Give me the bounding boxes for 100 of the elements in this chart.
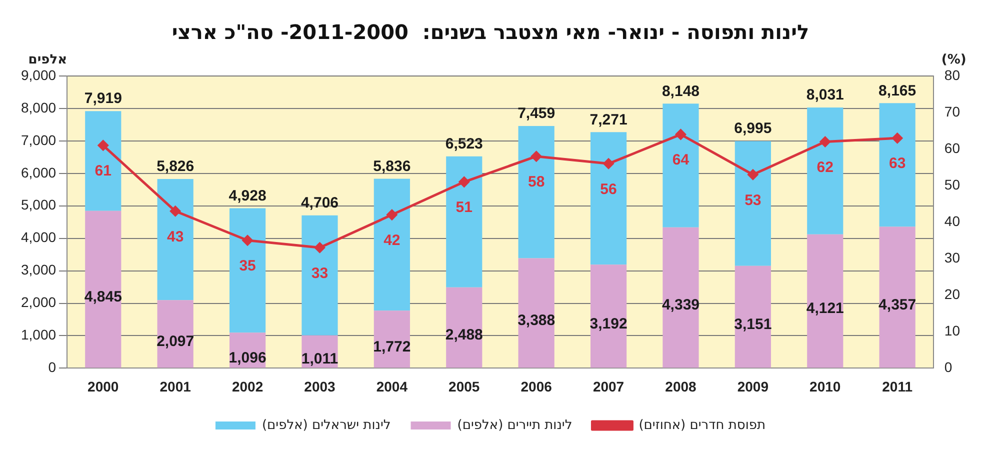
x-tick-label: 2011 (882, 378, 913, 394)
point (603, 158, 614, 169)
y-axis-title: אלפים (28, 52, 68, 68)
x-tick-label: 2009 (737, 378, 769, 394)
data-label: 35 (239, 258, 256, 275)
bar (590, 264, 627, 368)
y2-tick-label: 0 (944, 359, 952, 376)
y-tick-label: 1,000 (20, 326, 56, 343)
bar (229, 208, 266, 333)
legend-label: תפוסת חדרים (אחוזים) (638, 418, 766, 433)
total-label: 8,031 (806, 86, 844, 104)
x-tick-label: 2002 (232, 378, 264, 394)
data-label: 3,192 (590, 315, 628, 332)
x-tick-label: 2000 (88, 378, 119, 394)
data-label: 1,011 (301, 350, 338, 368)
bar (734, 141, 771, 266)
y-tick-label: 4,000 (20, 229, 56, 246)
y-tick-label: 7,000 (20, 132, 56, 148)
point (242, 235, 253, 246)
total-label: 5,826 (156, 158, 194, 176)
data-label: 4,845 (84, 288, 122, 306)
data-label: 42 (384, 232, 400, 249)
y-tick-label: 8,000 (20, 99, 56, 116)
point (748, 169, 758, 180)
data-label: 1,096 (228, 349, 266, 366)
total-label: 8,148 (662, 82, 700, 100)
data-label: 56 (600, 180, 617, 198)
y2-tick-label: 60 (944, 140, 960, 156)
y-tick-label: 0 (48, 359, 56, 376)
x-tick-label: 2010 (810, 378, 841, 394)
total-label: 7,459 (518, 105, 556, 122)
bar (374, 310, 410, 368)
data-label: 4,357 (878, 296, 916, 314)
legend-label: לינות תיירים (אלפים) (457, 418, 572, 433)
total-label: 6,995 (734, 120, 772, 138)
bar (879, 226, 916, 368)
data-label: 58 (528, 173, 545, 190)
bar (734, 266, 771, 368)
y2-tick-label: 30 (944, 249, 960, 266)
point (170, 206, 181, 216)
data-label: 51 (456, 199, 472, 216)
bar (807, 234, 844, 368)
bar (85, 210, 122, 368)
total-label: 5,836 (373, 158, 411, 175)
total-label: 8,165 (878, 82, 916, 100)
y-tick-label: 6,000 (20, 164, 56, 180)
bar (157, 300, 194, 368)
chart-title: לינות ותפוסה - ינואר- מאי מצטבר בשנים: 2011-2000- סה"כ ארצי (172, 20, 810, 44)
point (820, 136, 830, 147)
bar (302, 215, 338, 336)
y2-tick-label: 80 (944, 66, 960, 83)
point (314, 242, 325, 253)
data-label: 3,388 (518, 312, 556, 330)
y2-tick-label: 50 (944, 176, 960, 192)
data-label: 2,097 (156, 333, 194, 350)
y-tick-label: 3,000 (20, 262, 56, 278)
point (458, 176, 470, 188)
y2-tick-label: 40 (944, 212, 960, 229)
x-tick-label: 2007 (592, 378, 624, 394)
total-label: 7,919 (84, 90, 122, 108)
data-label: 4,121 (806, 300, 844, 318)
y-tick-label: 5,000 (20, 196, 56, 213)
x-tick-label: 2008 (665, 378, 697, 394)
x-tick-label: 2001 (160, 378, 192, 394)
bar (879, 103, 916, 227)
x-tick-label: 2004 (376, 378, 408, 394)
x-tick-label: 2005 (448, 378, 480, 394)
total-label: 7,271 (590, 111, 628, 128)
data-label: 63 (888, 155, 906, 172)
bar (662, 104, 699, 228)
legend-label: לינות ישראלים (אלפים) (262, 418, 391, 433)
point (531, 151, 542, 162)
point (386, 210, 398, 220)
data-label: 43 (166, 228, 184, 246)
data-label: 33 (311, 264, 328, 282)
bar (518, 258, 554, 368)
y2-tick-label: 20 (944, 286, 960, 302)
y-tick-label: 9,000 (20, 66, 56, 83)
data-label: 4,339 (662, 296, 700, 314)
bar (446, 156, 482, 288)
point (675, 129, 686, 140)
total-label: 4,928 (228, 187, 266, 204)
bar (157, 179, 194, 300)
data-label: 53 (744, 192, 762, 209)
bar (807, 107, 844, 234)
bar (518, 126, 554, 258)
data-label: 1,772 (373, 338, 411, 356)
x-tick-label: 2003 (304, 378, 336, 394)
y-tick-label: 2,000 (20, 294, 56, 310)
data-label: 62 (816, 158, 834, 176)
data-label: 2,488 (445, 326, 483, 344)
bar (590, 132, 627, 265)
data-label: 3,151 (734, 316, 772, 333)
point (98, 140, 108, 151)
x-tick-label: 2006 (520, 378, 552, 394)
bar (374, 178, 410, 311)
data-label: 61 (94, 162, 112, 180)
bar (85, 111, 122, 211)
data-label: 64 (672, 152, 690, 169)
bar (662, 227, 699, 368)
